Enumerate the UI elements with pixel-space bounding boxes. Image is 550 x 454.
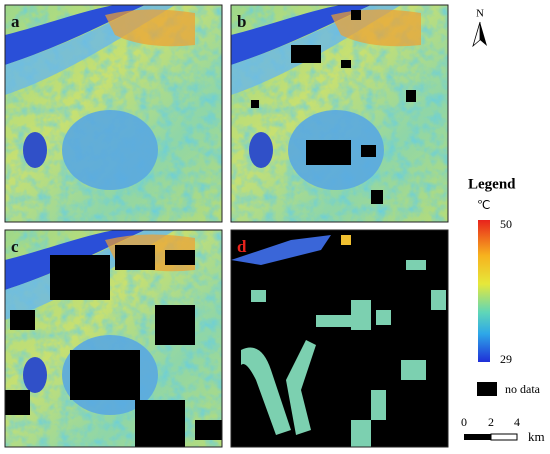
- north-arrow: N: [472, 8, 487, 48]
- scale-unit: km: [528, 429, 545, 444]
- panel-c: c: [4, 229, 223, 448]
- legend-unit: ℃: [477, 198, 490, 212]
- scale-tick: 4: [514, 415, 520, 429]
- no-data-label: no data: [505, 382, 541, 396]
- panel-label: c: [11, 237, 19, 256]
- colorbar-max: 50: [500, 217, 512, 231]
- panel-label: b: [237, 12, 246, 31]
- panel-label: d: [237, 237, 247, 256]
- panel-d: d: [230, 229, 449, 448]
- scale-bar: 0 2 4 km: [461, 415, 545, 444]
- no-data-swatch: [477, 382, 497, 396]
- north-label: N: [476, 8, 484, 20]
- legend: Legend ℃ 50 29 no data: [468, 176, 541, 396]
- legend-title: Legend: [468, 176, 516, 192]
- scale-tick: 2: [488, 415, 494, 429]
- panel-label: a: [11, 12, 20, 31]
- colorbar-min: 29: [500, 352, 512, 366]
- panel-a: a: [4, 4, 223, 223]
- scale-tick: 0: [461, 415, 467, 429]
- panel-b: b: [230, 4, 449, 223]
- colorbar: [478, 220, 490, 362]
